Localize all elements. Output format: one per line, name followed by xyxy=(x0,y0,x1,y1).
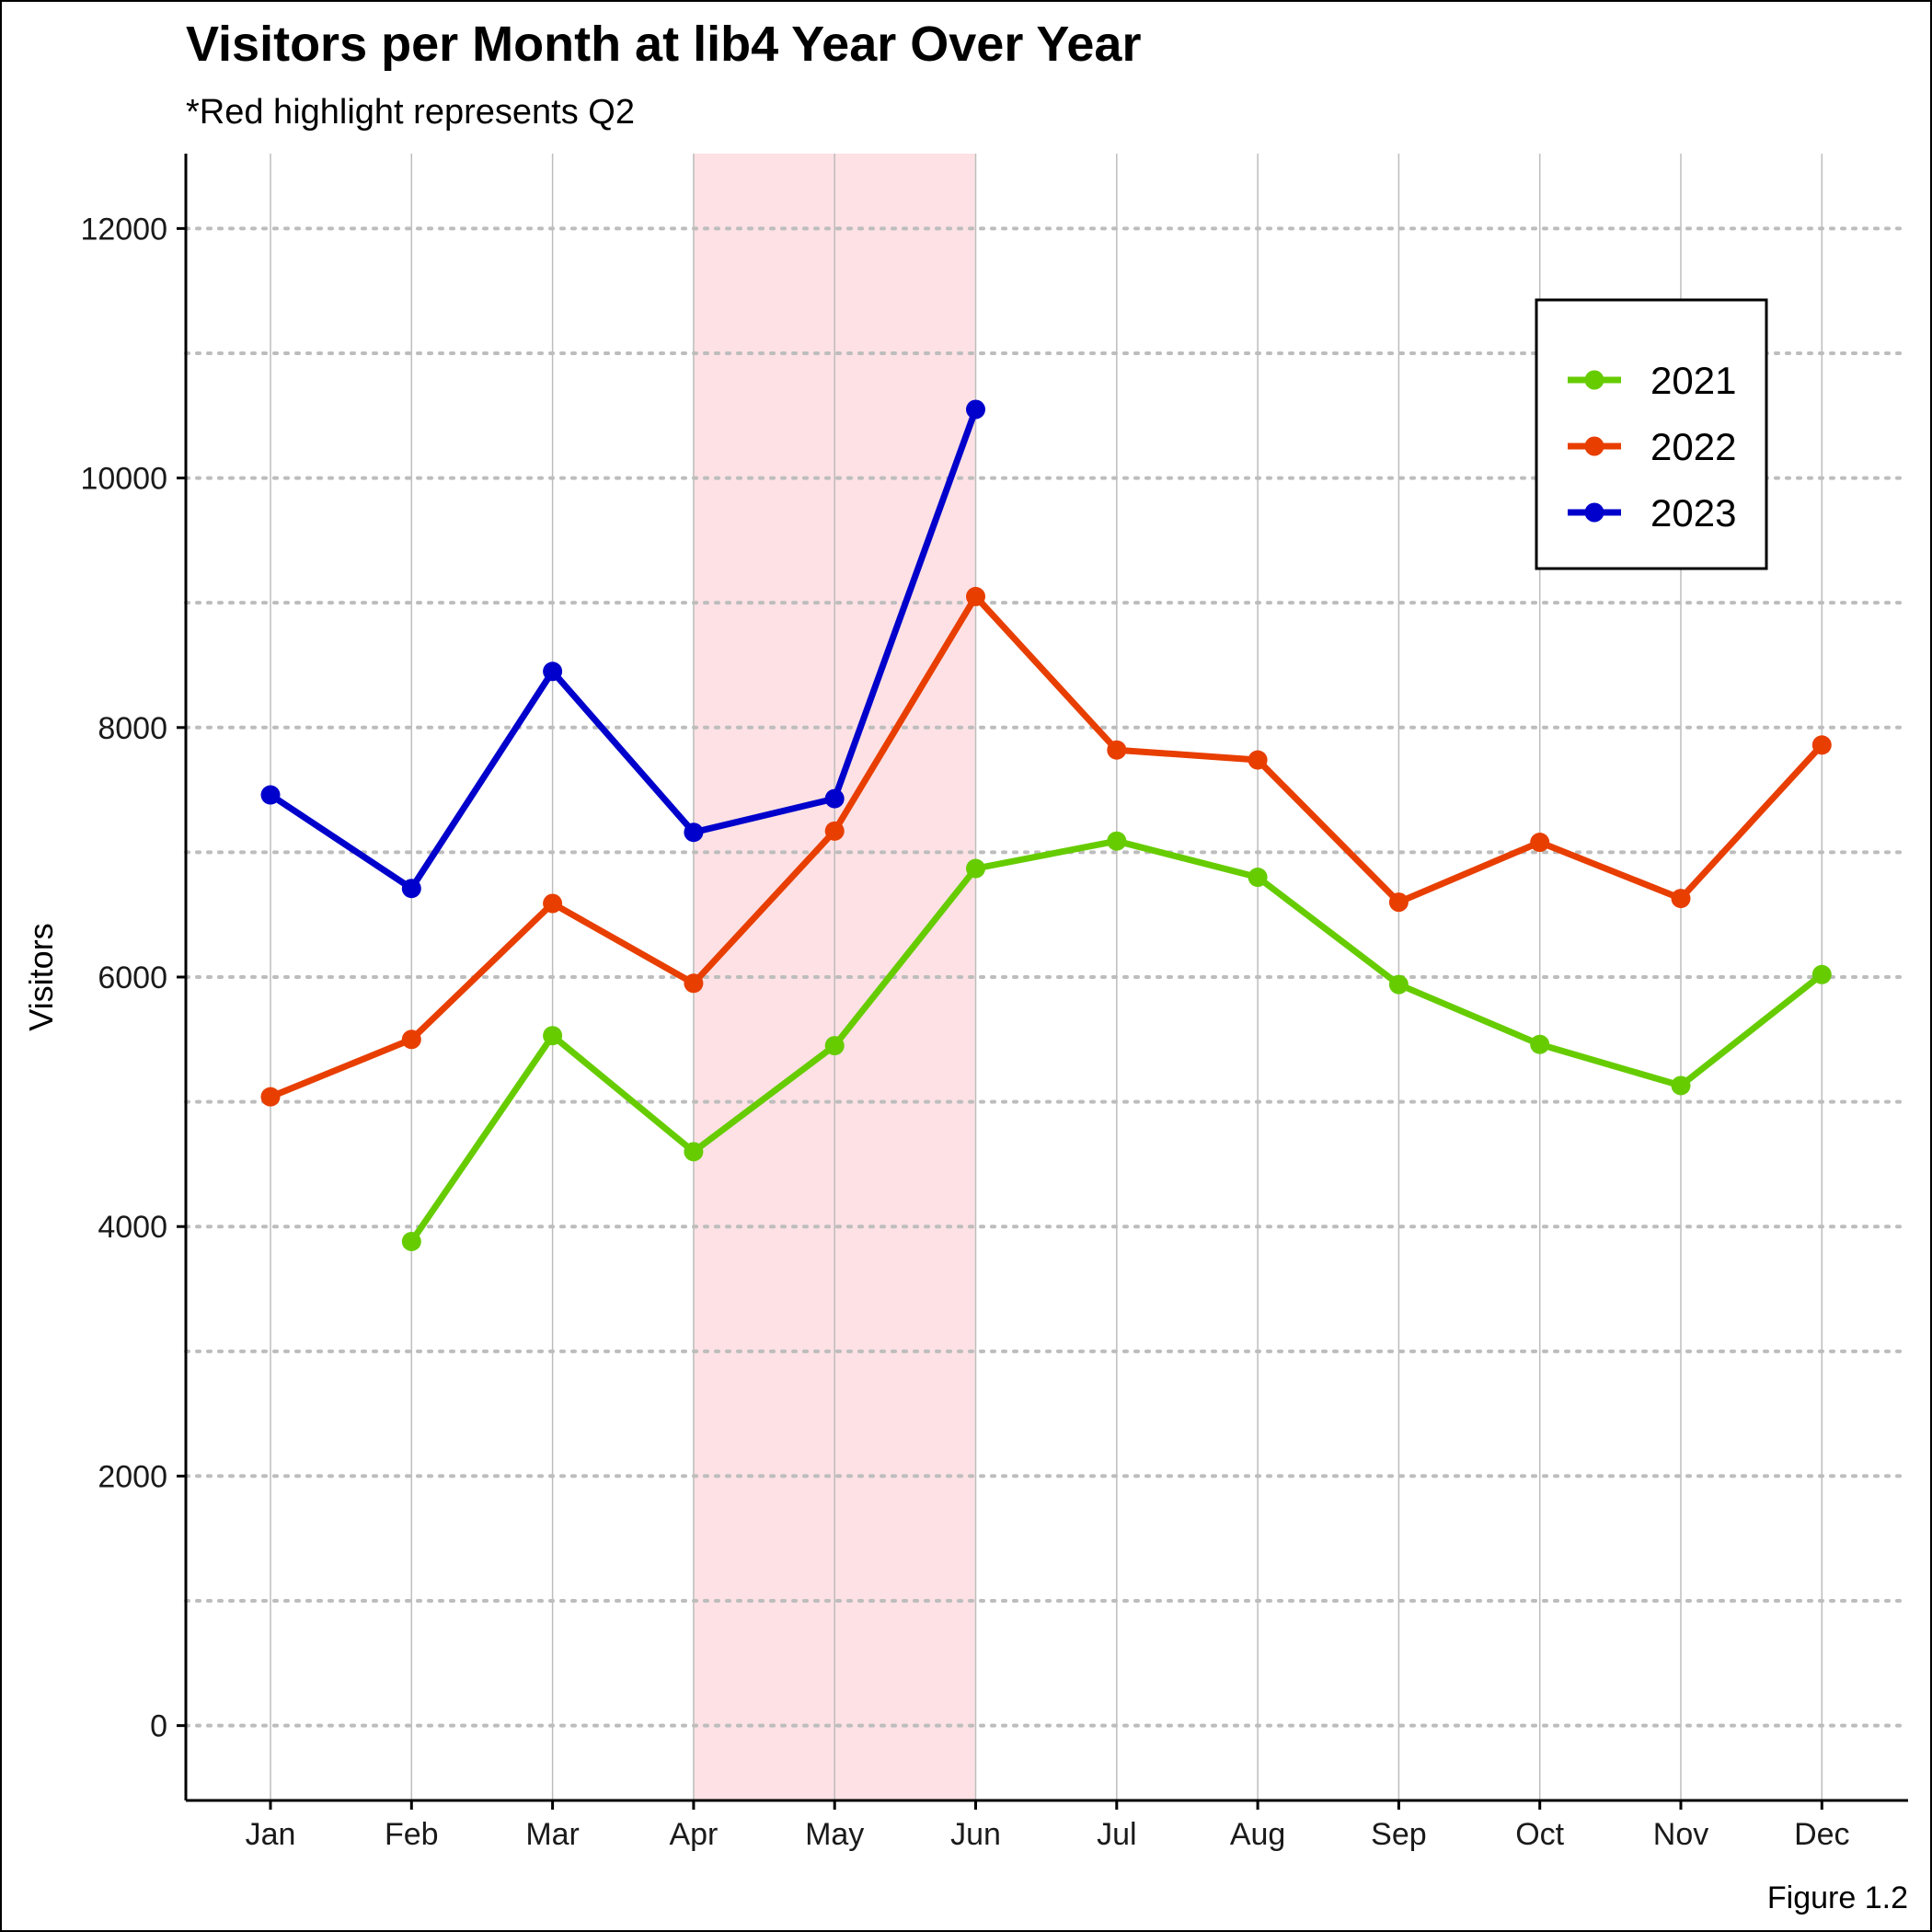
x-tick-label: Oct xyxy=(1515,1817,1564,1852)
series-2023 xyxy=(260,399,985,899)
point-2023-apr xyxy=(684,822,704,843)
series-line-2022 xyxy=(267,592,1825,1100)
legend-swatch-marker xyxy=(1584,502,1604,523)
point-2022-nov xyxy=(1671,889,1691,909)
x-tick-label: Mar xyxy=(525,1817,580,1852)
point-2023-may xyxy=(824,788,845,809)
series-2022 xyxy=(260,586,1832,1107)
point-2022-sep xyxy=(1388,892,1409,913)
point-2021-feb xyxy=(401,1231,421,1251)
legend-label: 2022 xyxy=(1650,425,1736,468)
point-2023-jan xyxy=(260,785,281,805)
point-2022-may xyxy=(824,821,845,841)
point-2021-apr xyxy=(684,1142,704,1162)
legend-label: 2021 xyxy=(1650,359,1736,402)
x-tick-label: May xyxy=(805,1817,864,1852)
y-tick-label: 8000 xyxy=(98,711,167,746)
point-2022-aug xyxy=(1248,750,1268,770)
point-2021-sep xyxy=(1388,974,1409,995)
point-2021-jul xyxy=(1107,831,1127,851)
legend-swatch-marker xyxy=(1584,370,1604,390)
point-2021-jun xyxy=(966,858,985,879)
point-2021-mar xyxy=(543,1026,563,1046)
legend-item-2023: 2023 xyxy=(1568,491,1736,535)
point-2023-feb xyxy=(401,879,421,899)
x-tick-label: Dec xyxy=(1794,1817,1849,1852)
series-2021 xyxy=(401,831,1832,1251)
y-tick-label: 4000 xyxy=(98,1210,167,1245)
x-tick-label: Jul xyxy=(1097,1817,1136,1852)
point-2021-oct xyxy=(1530,1034,1550,1054)
y-tick-label: 10000 xyxy=(80,462,167,497)
point-2022-apr xyxy=(684,973,704,994)
x-tick-label: Apr xyxy=(669,1817,718,1852)
legend-label: 2023 xyxy=(1650,491,1736,535)
y-tick-label: 2000 xyxy=(98,1459,167,1494)
y-tick-label: 12000 xyxy=(80,212,167,247)
point-2022-mar xyxy=(543,893,563,914)
point-2023-jun xyxy=(966,399,985,420)
y-tick-label: 6000 xyxy=(98,960,167,995)
x-tick-label: Aug xyxy=(1230,1817,1286,1852)
x-tick-label: Feb xyxy=(385,1817,439,1852)
legend-item-2021: 2021 xyxy=(1568,359,1736,402)
point-2022-jul xyxy=(1107,740,1127,760)
series-line-2023 xyxy=(267,406,979,892)
point-2022-jan xyxy=(260,1087,281,1107)
point-2021-dec xyxy=(1811,964,1832,984)
legend-item-2022: 2022 xyxy=(1568,425,1736,468)
point-2022-feb xyxy=(401,1029,421,1050)
x-tick-label: Sep xyxy=(1371,1817,1427,1852)
point-2022-jun xyxy=(966,586,985,606)
y-axis-title: Visitors xyxy=(22,923,60,1030)
x-tick-label: Jan xyxy=(246,1817,296,1852)
point-2021-nov xyxy=(1671,1075,1691,1096)
series-layer xyxy=(260,399,1832,1251)
legend-box xyxy=(1535,298,1768,570)
chart-subtitle: *Red highlight represents Q2 xyxy=(186,93,635,132)
chart-title: Visitors per Month at lib4 Year Over Yea… xyxy=(186,17,1141,72)
point-2022-oct xyxy=(1530,833,1550,853)
point-2023-mar xyxy=(543,661,563,682)
x-tick-label: Nov xyxy=(1653,1817,1708,1852)
figure-caption: Figure 1.2 xyxy=(1767,1880,1908,1915)
point-2021-may xyxy=(824,1036,845,1056)
point-2021-aug xyxy=(1248,868,1268,888)
tick-label-layer: 0 2000 4000 6000 8000 10000 12000 Jan Feb Mar Apr M… xyxy=(80,212,1849,1852)
point-2022-dec xyxy=(1811,735,1832,755)
x-tick-label: Jun xyxy=(950,1817,1001,1852)
legend-swatch-marker xyxy=(1584,436,1604,456)
y-tick-label: 0 xyxy=(150,1709,167,1744)
grid-layer xyxy=(184,154,1910,1800)
legend: 2021 2022 2023 xyxy=(1535,298,1768,570)
